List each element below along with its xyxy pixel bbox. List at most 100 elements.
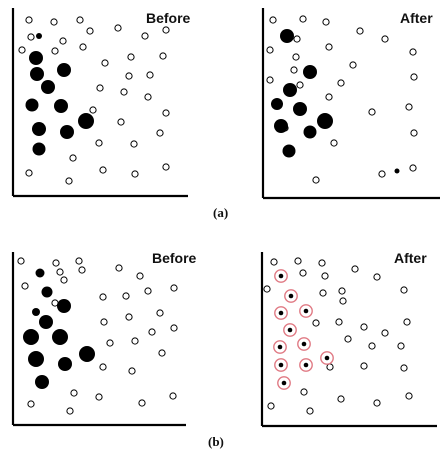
panel-b-before-empty-point [169,392,177,400]
panel-b-after-highlight-dot [303,362,309,368]
panel-b-after-empty-point [321,272,329,280]
panel-b-before-empty-point [170,284,178,292]
panel-a-before-empty-point [156,129,164,137]
panel-a-before-empty-point [114,24,122,32]
panel-b-after-empty-point [339,297,347,305]
panel-b-before-empty-point [78,266,86,274]
panel-b-before-empty-point [99,363,107,371]
panel-a-before-empty-point [125,72,133,80]
panel-a-after-empty-point [293,35,301,43]
panel-b-after-empty-point [373,273,381,281]
panel-b-after-empty-point [344,335,352,343]
panel-a-before-filled-point [30,67,44,81]
panel-a-after-empty-point [381,35,389,43]
panel-b-after-highlight-dot [278,362,284,368]
caption-b: (b) [208,434,224,449]
panel-b-after-empty-point [400,286,408,294]
panel-b-before-empty-point [128,367,136,375]
panel-b-after-empty-point [299,269,307,277]
panel-b-before-empty-point [125,313,133,321]
panel-b-before-filled-point [41,286,53,298]
panel-a-before-empty-point [27,33,35,41]
panel-a-after-empty-point [337,79,345,87]
panel-b-after [260,252,437,428]
panel-a-before-empty-point [144,93,152,101]
panel-a-before-empty-point [117,118,125,126]
panel-b-before-empty-point [100,318,108,326]
panel-a-after-filled-point [283,83,297,97]
panel-b-after-highlight-dot [301,341,307,347]
panel-b-after-empty-point [373,399,381,407]
panel-a-before-filled-point [41,80,55,94]
panel-a-before-empty-point [69,154,77,162]
panel-b-after-highlight-dot [281,380,287,386]
panel-a-after-empty-point [409,164,417,172]
panel-b-before-title: Before [152,250,197,266]
panel-a-before-empty-point [50,18,58,26]
panel-b-before-empty-point [56,268,64,276]
panel-b-after-empty-point [306,407,314,415]
panel-a-after [261,8,440,200]
panel-b-after-empty-point [312,319,320,327]
panel-b-before-filled-point [52,329,68,345]
panel-b-before-filled-point [28,351,44,367]
panel-b-after-empty-point [381,329,389,337]
panel-b-after-highlight-dot [278,310,284,316]
panel-a-before-empty-point [86,27,94,35]
panel-b-after-empty-point [360,362,368,370]
panel-a-before-empty-point [120,88,128,96]
panel-a-before-filled-point [29,51,43,65]
panel-b-before-empty-point [52,259,60,267]
panel-a-before-empty-point [59,37,67,45]
panel-b-after-highlight-dot [287,327,293,333]
panel-b-after-empty-point [337,395,345,403]
panel-b-before-empty-point [75,257,83,265]
panel-a-after-empty-point [368,108,376,116]
panel-a-after-filled-point [394,168,400,174]
panel-b-before-empty-point [70,389,78,397]
panel-a-after-empty-point [409,48,417,56]
panel-b-after-empty-point [300,388,308,396]
panel-b-after-empty-point [294,257,302,265]
panel-a-before-empty-point [79,43,87,51]
panel-a-before-empty-point [25,16,33,24]
panel-b-before-empty-point [21,282,29,290]
panel-b-after-empty-point [270,258,278,266]
panel-a-after-empty-point [349,61,357,69]
panel-a-after-empty-point [266,76,274,84]
panel-a-after-empty-point [322,18,330,26]
panel-a-before-filled-point [57,63,71,77]
panel-b-after-empty-point [360,323,368,331]
panel-b-before-empty-point [170,324,178,332]
panel-b-before-empty-point [95,393,103,401]
panel-b-before [11,252,186,427]
panel-b-before-empty-point [144,287,152,295]
panel-a-before-empty-point [96,84,104,92]
panel-a-after-filled-point [274,119,288,133]
panel-a-after-empty-point [296,81,304,89]
panel-b-before-empty-point [17,257,25,265]
panel-a-before-empty-point [146,71,154,79]
panel-b-after-title: After [394,250,427,266]
panel-b-after-highlight-dot [303,308,309,314]
panel-b-before-empty-point [148,328,156,336]
panel-a-before-empty-point [65,177,73,185]
panel-a-after-empty-point [312,176,320,184]
panel-b-before-empty-point [122,292,130,300]
panel-a-after-empty-point [356,27,364,35]
panel-a-before-empty-point [76,16,84,24]
panel-a-before-empty-point [18,46,26,54]
panel-a-before-filled-point [54,99,68,113]
panel-a-after-empty-point [292,53,300,61]
panel-a-before-empty-point [51,47,59,55]
panel-a-before-empty-point [162,26,170,34]
panel-a-after-filled-point [282,144,296,158]
panel-b-before-filled-point [35,375,49,389]
panel-b-before-empty-point [27,400,35,408]
panel-a-after-title: After [400,10,433,26]
panel-b-after-empty-point [368,342,376,350]
panel-b-before-empty-point [138,399,146,407]
panel-b-after-highlight-dot [288,293,294,299]
panel-a-before-empty-point [101,59,109,67]
